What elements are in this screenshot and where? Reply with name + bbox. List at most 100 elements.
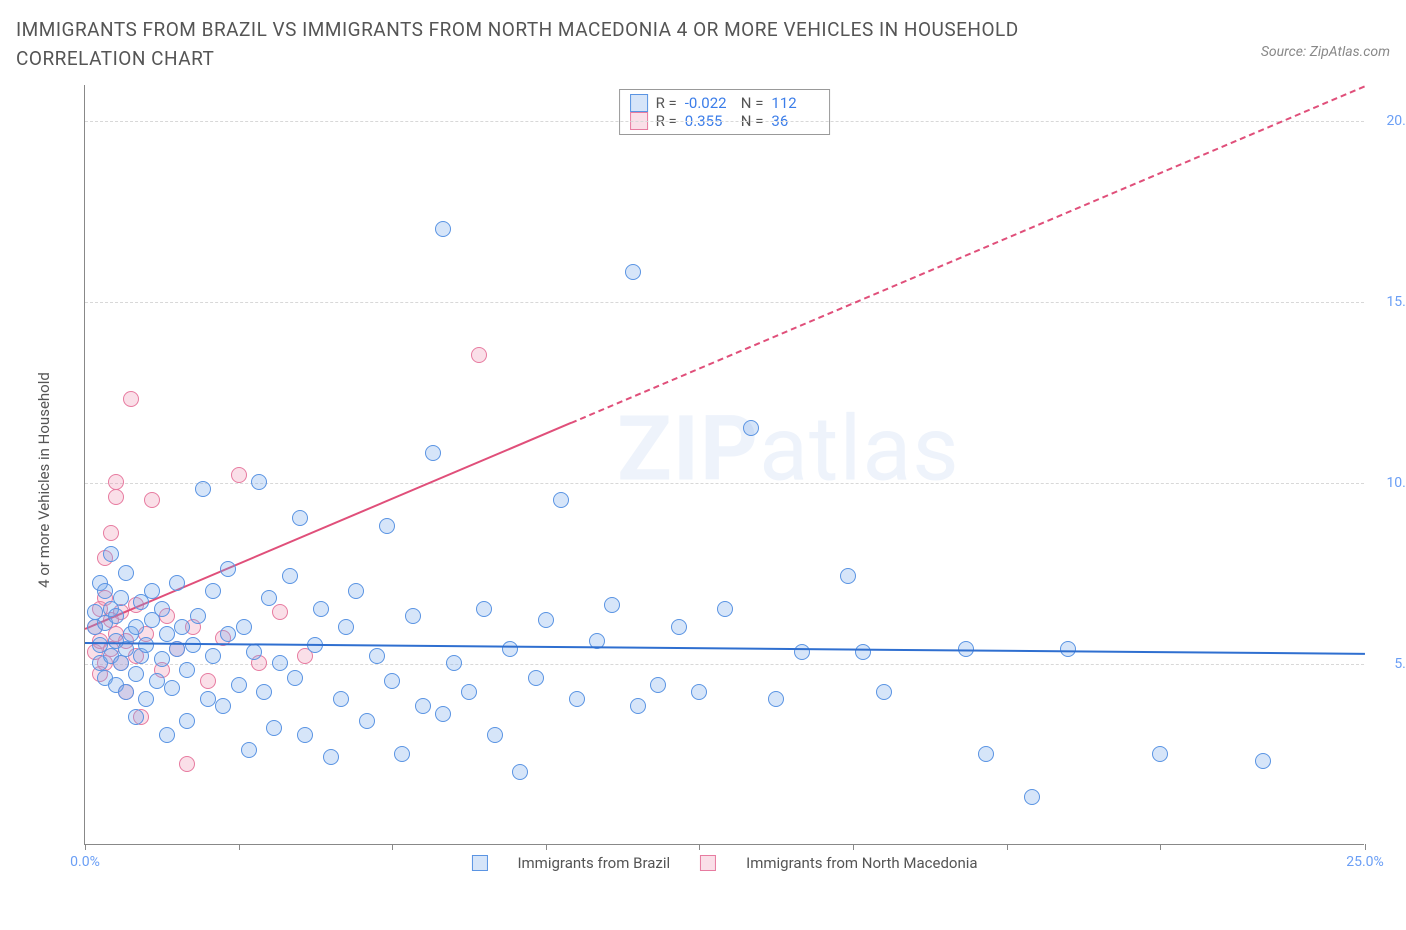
x-tick	[1365, 844, 1366, 850]
data-point-brazil	[154, 601, 170, 617]
data-point-brazil	[179, 662, 195, 678]
data-point-brazil	[261, 590, 277, 606]
watermark: ZIPatlas	[617, 397, 960, 502]
data-point-brazil	[384, 673, 400, 689]
data-point-brazil	[266, 720, 282, 736]
data-point-brazil	[1152, 746, 1168, 762]
gridline	[85, 483, 1364, 484]
swatch-icon	[471, 855, 487, 871]
data-point-brazil	[256, 684, 272, 700]
data-point-brazil	[108, 608, 124, 624]
data-point-brazil	[118, 565, 134, 581]
data-point-brazil	[215, 698, 231, 714]
data-point-brazil	[272, 655, 288, 671]
data-point-brazil	[840, 568, 856, 584]
data-point-brazil	[650, 677, 666, 693]
legend-label-macedonia: Immigrants from North Macedonia	[746, 854, 977, 872]
trend-line-macedonia	[571, 85, 1365, 423]
data-point-brazil	[794, 644, 810, 660]
data-point-brazil	[205, 648, 221, 664]
data-point-brazil	[528, 670, 544, 686]
stats-row-brazil: R = -0.022 N = 112	[630, 94, 820, 112]
data-point-brazil	[415, 698, 431, 714]
x-tick-label: 25.0%	[1346, 854, 1384, 870]
data-point-brazil	[159, 626, 175, 642]
source-label: Source: ZipAtlas.com	[1261, 44, 1390, 60]
data-point-brazil	[369, 648, 385, 664]
data-point-brazil	[625, 264, 641, 280]
y-tick-label: 15.0%	[1369, 294, 1406, 310]
data-point-brazil	[569, 691, 585, 707]
x-tick	[392, 844, 393, 850]
data-point-brazil	[487, 727, 503, 743]
data-point-brazil	[876, 684, 892, 700]
data-point-brazil	[118, 684, 134, 700]
stats-legend: R = -0.022 N = 112 R = 0.355 N = 36	[619, 89, 831, 135]
data-point-brazil	[195, 481, 211, 497]
x-tick	[239, 844, 240, 850]
x-tick	[853, 844, 854, 850]
x-tick	[546, 844, 547, 850]
data-point-brazil	[220, 561, 236, 577]
data-point-brazil	[512, 764, 528, 780]
data-point-brazil	[604, 597, 620, 613]
data-point-macedonia	[103, 525, 119, 541]
data-point-macedonia	[108, 489, 124, 505]
data-point-brazil	[236, 619, 252, 635]
gridline	[85, 121, 1364, 122]
data-point-brazil	[338, 619, 354, 635]
x-tick	[85, 844, 86, 850]
data-point-brazil	[241, 742, 257, 758]
data-point-macedonia	[179, 756, 195, 772]
data-point-brazil	[446, 655, 462, 671]
data-point-brazil	[113, 590, 129, 606]
data-point-brazil	[138, 691, 154, 707]
chart-container: 4 or more Vehicles in Household ZIPatlas…	[56, 85, 1396, 875]
data-point-brazil	[768, 691, 784, 707]
data-point-brazil	[128, 619, 144, 635]
data-point-brazil	[220, 626, 236, 642]
data-point-macedonia	[231, 467, 247, 483]
data-point-brazil	[348, 583, 364, 599]
data-point-brazil	[502, 641, 518, 657]
chart-title: IMMIGRANTS FROM BRAZIL VS IMMIGRANTS FRO…	[16, 16, 1116, 73]
data-point-brazil	[691, 684, 707, 700]
bottom-legend: Immigrants from Brazil Immigrants from N…	[471, 854, 977, 872]
data-point-brazil	[553, 492, 569, 508]
data-point-brazil	[359, 713, 375, 729]
legend-label-brazil: Immigrants from Brazil	[517, 854, 670, 872]
trend-line-macedonia	[85, 422, 572, 630]
data-point-brazil	[287, 670, 303, 686]
data-point-brazil	[190, 608, 206, 624]
data-point-brazil	[978, 746, 994, 762]
data-point-brazil	[1024, 789, 1040, 805]
data-point-brazil	[138, 637, 154, 653]
data-point-brazil	[282, 568, 298, 584]
data-point-brazil	[461, 684, 477, 700]
x-tick	[1160, 844, 1161, 850]
data-point-brazil	[405, 608, 421, 624]
x-tick-label: 0.0%	[70, 854, 100, 870]
data-point-brazil	[435, 706, 451, 722]
data-point-brazil	[323, 749, 339, 765]
data-point-brazil	[394, 746, 410, 762]
data-point-brazil	[333, 691, 349, 707]
data-point-brazil	[379, 518, 395, 534]
data-point-macedonia	[471, 347, 487, 363]
data-point-brazil	[630, 698, 646, 714]
data-point-brazil	[159, 727, 175, 743]
x-tick	[1007, 844, 1008, 850]
data-point-brazil	[251, 474, 267, 490]
data-point-brazil	[425, 445, 441, 461]
data-point-brazil	[743, 420, 759, 436]
data-point-macedonia	[108, 474, 124, 490]
data-point-brazil	[164, 680, 180, 696]
data-point-brazil	[97, 583, 113, 599]
y-tick-label: 5.0%	[1369, 656, 1406, 672]
gridline	[85, 302, 1364, 303]
data-point-brazil	[538, 612, 554, 628]
data-point-brazil	[855, 644, 871, 660]
data-point-brazil	[671, 619, 687, 635]
data-point-brazil	[169, 575, 185, 591]
data-point-brazil	[128, 709, 144, 725]
